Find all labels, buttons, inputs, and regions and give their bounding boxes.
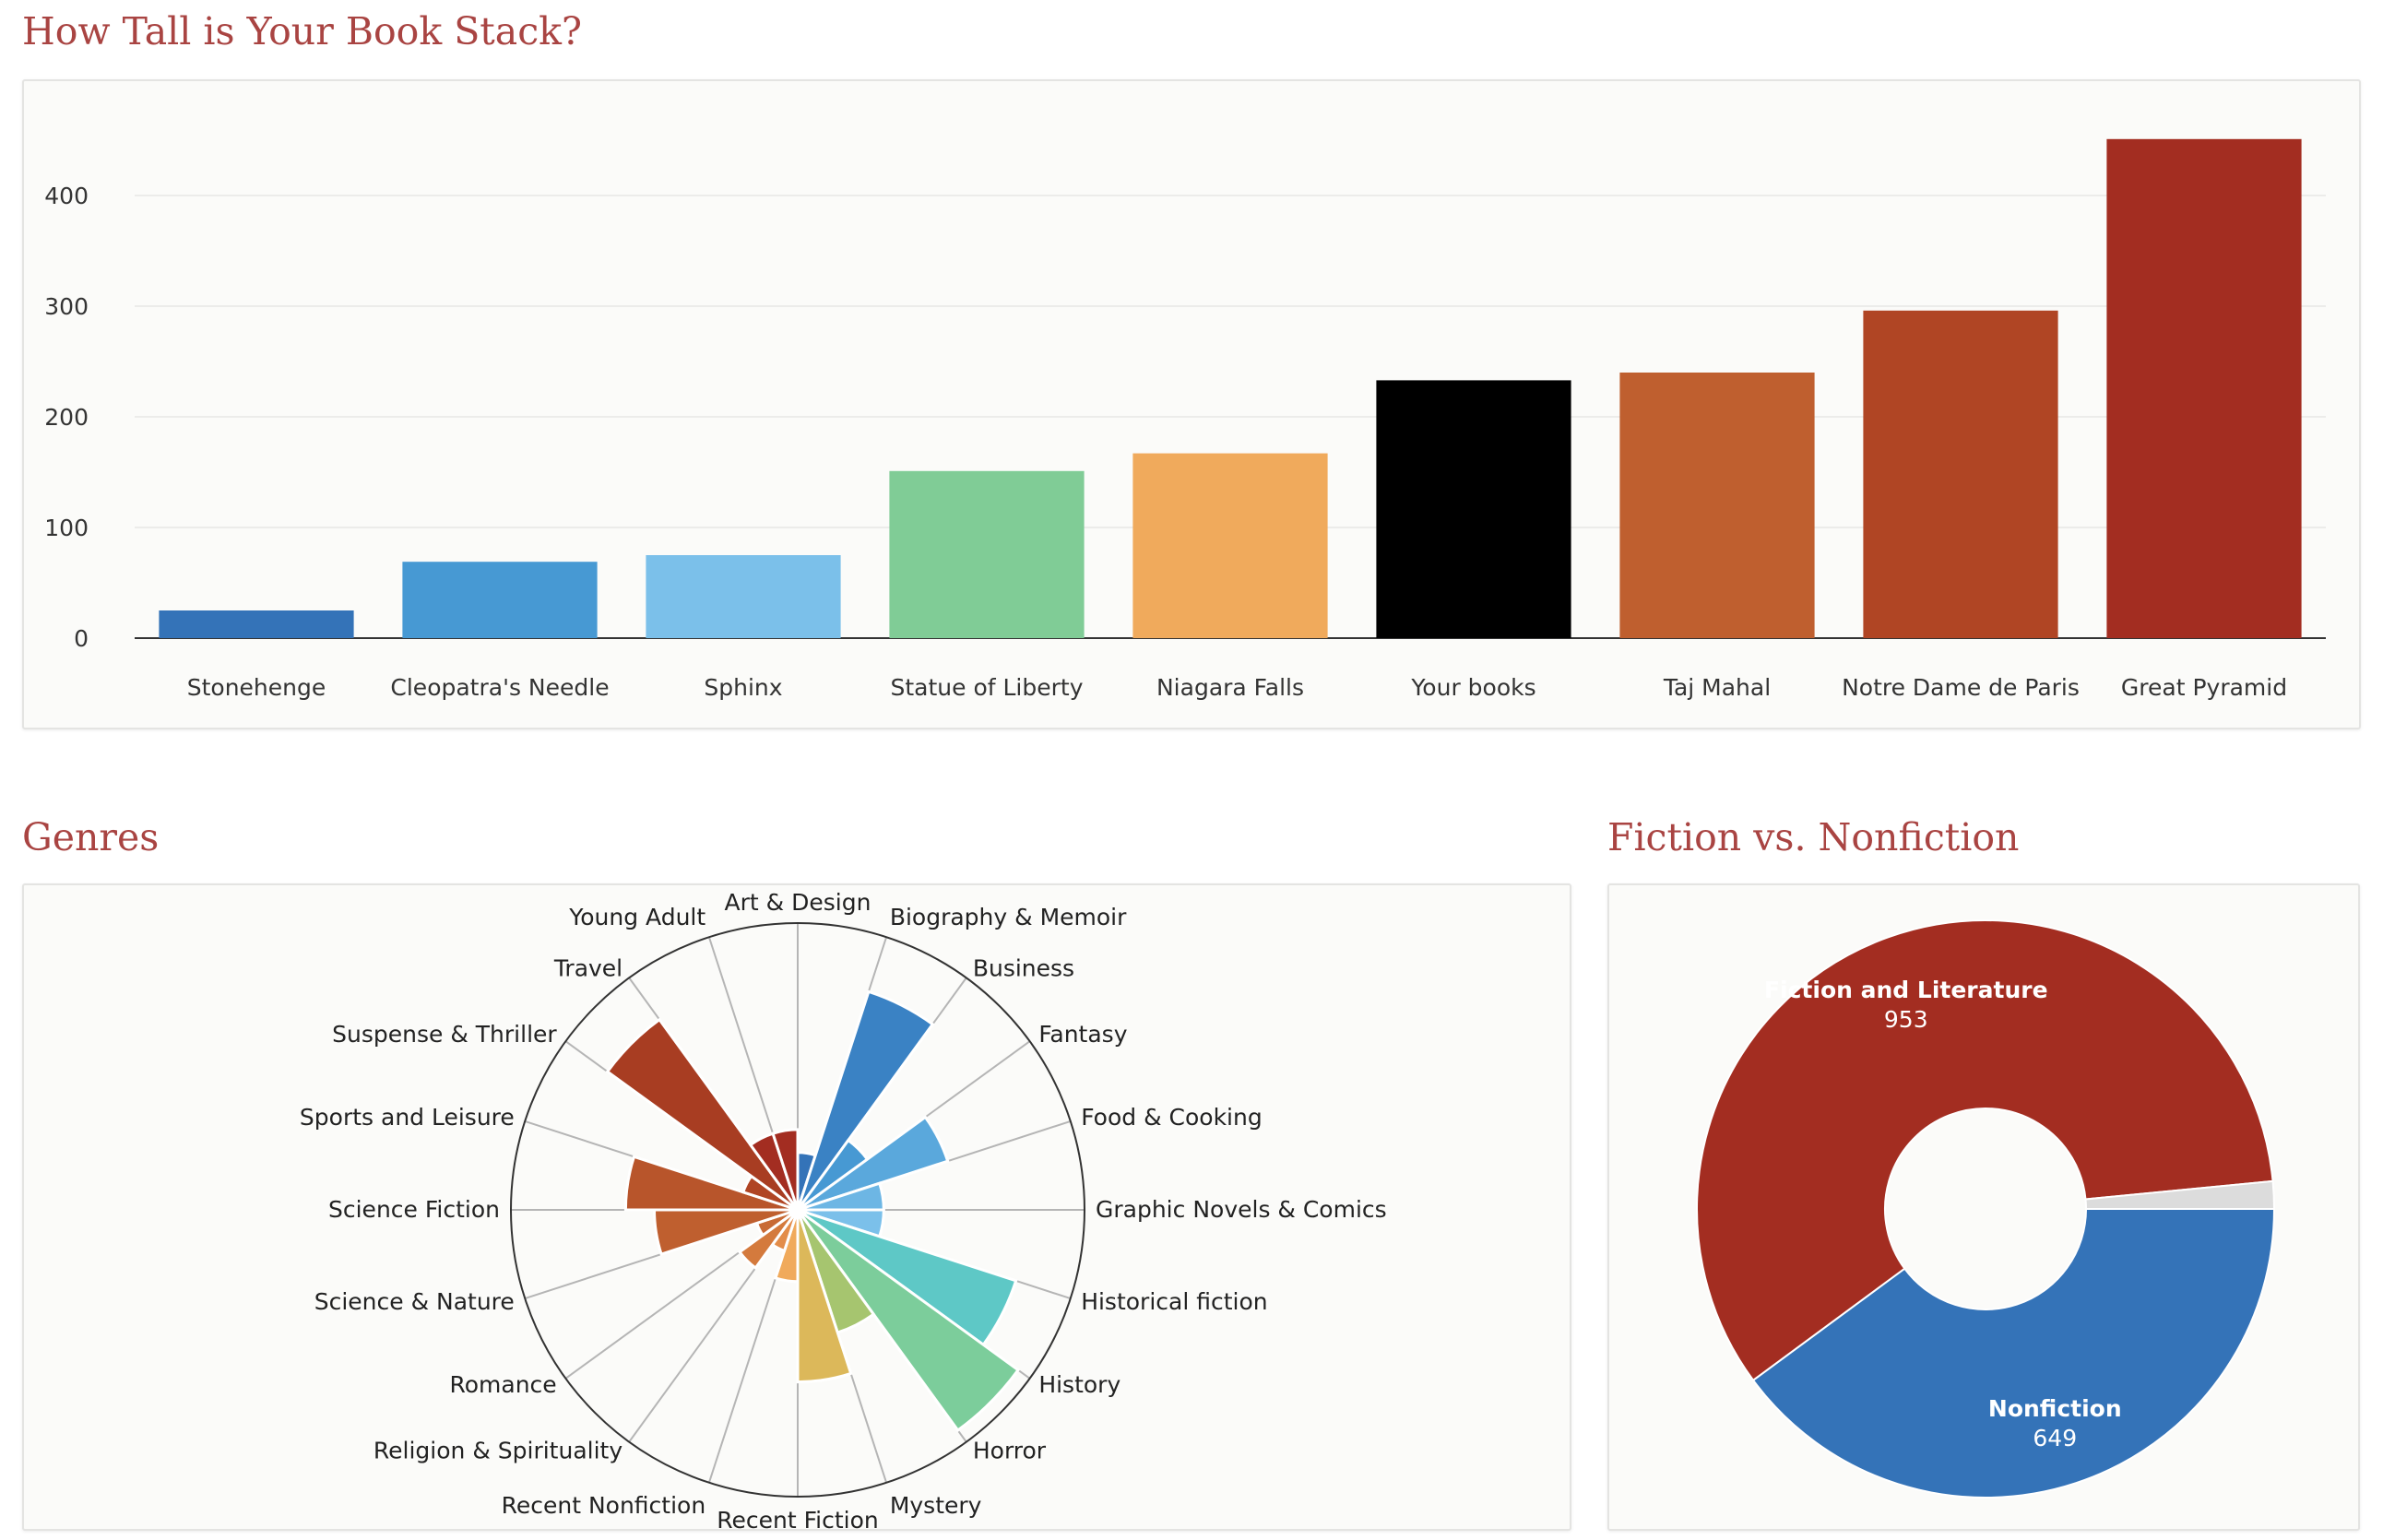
x-tick-label: Niagara Falls [1156,674,1304,701]
slice-other [2084,1179,2276,1210]
wedge-biography-memoir [796,989,935,1211]
genre-label: Recent Fiction [717,1507,879,1533]
genre-label: Biography & Memoir [890,904,1127,930]
genre-label: Recent Nonfiction [502,1492,706,1519]
slice-fiction-and-literature [1696,919,2274,1382]
bar-your-books [1376,380,1571,638]
fiction-panel: Nonfiction 649 Fiction and Literature 953 [1607,883,2360,1531]
bar-great-pyramid [2106,138,2302,639]
genre-label: History [1038,1371,1120,1398]
slice-label-value: 649 [2033,1425,2077,1451]
wedge-history [796,1208,1021,1433]
genres-polar-chart: Art & Design Biography & Memoir Business Fa… [300,889,1387,1533]
genre-label: Horror [973,1437,1047,1463]
fiction-donut-chart: Nonfiction 649 Fiction and Literature 953 [1696,919,2276,1499]
slice-label-value: 953 [1884,1006,1928,1033]
x-tick-label: Your books [1410,674,1535,701]
book-stack-title: How Tall is Your Book Stack? [22,9,583,53]
x-tick-label: Sphinx [704,674,782,701]
genre-label: Fantasy [1038,1021,1127,1048]
bar-statue-of-liberty [889,470,1085,638]
slice-nonfiction [1751,1208,2276,1499]
x-tick-label: Stonehenge [187,674,326,701]
y-tick-label: 0 [74,625,89,652]
wedge-suspense-thriller [605,1017,800,1212]
bar-niagara-falls [1132,453,1328,638]
x-tick-label: Cleopatra's Needle [390,674,609,701]
y-tick-label: 100 [44,515,89,541]
genre-label: Young Adult [568,904,705,930]
genre-label: Historical fiction [1081,1288,1267,1315]
genre-label: Food & Cooking [1081,1104,1263,1131]
wedge-mystery [796,1209,853,1384]
genre-label: Religion & Spirituality [373,1437,622,1463]
genre-label: Romance [450,1371,557,1398]
bar-taj-mahal [1619,373,1815,638]
wedge-fantasy [797,1115,950,1212]
wedge-religion-spirituality [738,1208,800,1270]
y-tick-label: 400 [44,183,89,209]
genre-label: Travel [553,955,622,982]
fiction-title: Fiction vs. Nonfiction [1607,815,2020,859]
y-tick-label: 200 [44,404,89,431]
genres-title: Genres [22,815,160,859]
book-stack-panel: 0 100 200 300 400 Stonehenge Cleopatra's Needl… [22,79,2361,729]
x-tick-label: Great Pyramid [2121,674,2287,701]
polar-outer-circle [510,922,1085,1498]
genre-label: Art & Design [725,889,871,916]
book-stack-bar-chart: 0 100 200 300 400 Stonehenge Cleopatra's Needl… [44,138,2326,701]
genre-label: Mystery [890,1492,982,1519]
genre-label: Sports and Leisure [300,1104,515,1131]
wedge-young-adult [771,1128,800,1211]
x-tick-label: Notre Dame de Paris [1842,674,2080,701]
genre-label: Suspense & Thriller [332,1021,557,1048]
genres-panel: Art & Design Biography & Memoir Business Fa… [22,883,1571,1533]
bar-cleopatra-s-needle [402,562,598,638]
bar-stonehenge [159,610,354,638]
slice-label-name: Nonfiction [1988,1395,2122,1422]
bar-notre-dame-de-paris [1863,310,2058,638]
bar-sphinx [646,555,841,638]
slice-label-fiction-and-literature: Fiction and Literature 953 [1764,977,2048,1033]
genre-label: Business [973,955,1074,982]
x-tick-label: Taj Mahal [1663,674,1771,701]
slice-label-nonfiction: Nonfiction 649 [1988,1395,2122,1451]
y-tick-label: 300 [44,293,89,320]
slice-label-name: Fiction and Literature [1764,977,2048,1003]
genre-label: Science Fiction [328,1196,500,1223]
genre-label: Graphic Novels & Comics [1096,1196,1387,1223]
genre-label: Science & Nature [314,1288,515,1315]
x-tick-label: Statue of Liberty [890,674,1083,701]
